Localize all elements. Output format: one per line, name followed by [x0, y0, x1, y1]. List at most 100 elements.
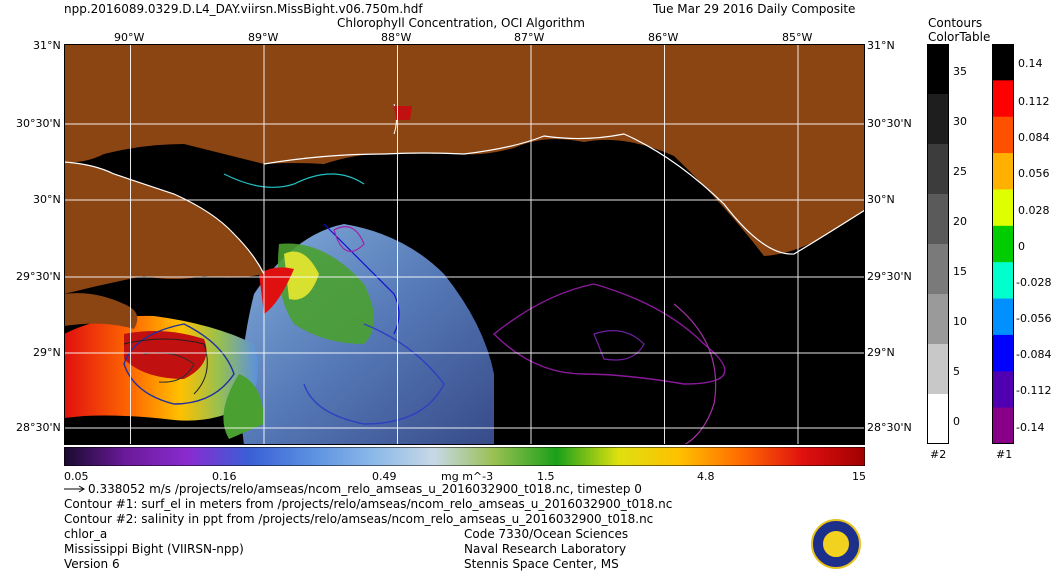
contours-colorbar-step-1 — [927, 94, 949, 145]
colortable-label-5: 0 — [1018, 240, 1025, 253]
contour-label-15: 15 — [953, 265, 967, 278]
contours-colorbar-step-0 — [927, 44, 949, 95]
contour-label-5: 5 — [953, 365, 960, 378]
lat-label-31n-right: 31°N — [867, 39, 895, 52]
nrl-logo-seal — [822, 530, 850, 558]
contour-black-1 — [123, 338, 208, 395]
colortable-label-9: -0.112 — [1016, 384, 1052, 397]
composite-date: Tue Mar 29 2016 Daily Composite — [653, 2, 856, 16]
lon-label-88w: 88°W — [381, 31, 412, 44]
contours-colorbar-frame — [927, 44, 949, 444]
colortable-header: ColorTable — [928, 30, 991, 44]
lat-label-30n-right: 30°N — [867, 193, 895, 206]
colortable-label-10: -0.14 — [1016, 421, 1045, 434]
chlorophyll-colorbar — [64, 447, 865, 466]
colortable-label-0: 0.14 — [1018, 57, 1043, 70]
colortable-label-2: 0.084 — [1018, 131, 1050, 144]
colortable-label-1: 0.112 — [1018, 95, 1050, 108]
contour-label-20: 20 — [953, 215, 967, 228]
colortable-label-3: 0.056 — [1018, 167, 1050, 180]
colorbar-tick-5: 15 — [852, 470, 866, 483]
lat-label-31n-left: 31°N — [33, 39, 61, 52]
colortable-label-8: -0.084 — [1016, 348, 1052, 361]
version-label: Version 6 — [64, 557, 120, 571]
lat-label-29n-left: 29°N — [33, 346, 61, 359]
colortable-step-6 — [992, 262, 1014, 300]
delta-south-green — [223, 374, 264, 439]
coastline-east — [263, 133, 865, 255]
contours-colorbar-step-7 — [927, 394, 949, 444]
contours-header: Contours — [928, 16, 983, 30]
lat-label-28-30n-right: 28°30'N — [867, 421, 912, 434]
contours-colorbar-step-2 — [927, 144, 949, 195]
colortable-label-4: 0.028 — [1018, 204, 1050, 217]
land-louisiana-south — [64, 293, 138, 329]
lon-label-87w: 87°W — [514, 31, 545, 44]
colortable-frame — [992, 44, 1014, 444]
lat-label-29-30n-left: 29°30'N — [16, 270, 61, 283]
lat-label-30n-left: 30°N — [33, 193, 61, 206]
chart-title: Chlorophyll Concentration, OCI Algorithm — [337, 16, 585, 30]
coastline-west — [64, 161, 265, 275]
lat-label-30-30n-right: 30°30'N — [867, 117, 912, 130]
colortable-step-0 — [992, 44, 1014, 81]
contours-colorbar-step-6 — [927, 344, 949, 395]
colortable-footer: #1 — [996, 448, 1013, 461]
colortable-1 — [992, 44, 1014, 444]
region-name: Mississippi Bight (VIIRSN-npp) — [64, 542, 244, 556]
contours-colorbar-step-3 — [927, 194, 949, 245]
colorbar-tick-1: 0.16 — [212, 470, 237, 483]
contour-purple-4 — [673, 303, 717, 445]
lat-label-28-30n-left: 28°30'N — [16, 421, 61, 434]
colortable-step-9 — [992, 371, 1014, 409]
lat-label-29-30n-right: 29°30'N — [867, 270, 912, 283]
lon-label-85w: 85°W — [782, 31, 813, 44]
contour-label-10: 10 — [953, 315, 967, 328]
vector-arrow-icon — [64, 485, 85, 493]
colortable-step-2 — [992, 116, 1014, 154]
colortable-step-7 — [992, 298, 1014, 336]
lon-label-86w: 86°W — [648, 31, 679, 44]
lat-label-30-30n-left: 30°30'N — [16, 117, 61, 130]
colorbar-tick-3: 1.5 — [537, 470, 555, 483]
colortable-label-6: -0.028 — [1016, 276, 1052, 289]
colorbar-tick-2: 0.49 — [372, 470, 397, 483]
contours-colorbar-step-5 — [927, 294, 949, 345]
contours-footer: #2 — [930, 448, 947, 461]
product-name: chlor_a — [64, 527, 108, 541]
vector-info: 0.338052 m/s /projects/relo/amseas/ncom_… — [88, 482, 642, 496]
contour-label-35: 35 — [953, 65, 967, 78]
colortable-step-5 — [992, 225, 1014, 263]
contour-label-30: 30 — [953, 115, 967, 128]
yellow-plume — [284, 251, 319, 300]
contours-colorbar-step-4 — [927, 244, 949, 295]
colorbar-tick-0: 0.05 — [64, 470, 89, 483]
colortable-step-1 — [992, 80, 1014, 118]
colortable-step-8 — [992, 334, 1014, 372]
colortable-step-4 — [992, 189, 1014, 227]
chlorophyll-map — [64, 44, 865, 445]
org-code: Code 7330/Ocean Sciences — [464, 527, 629, 541]
lon-label-90w: 90°W — [114, 31, 145, 44]
nrl-logo — [811, 519, 861, 569]
org-location: Stennis Space Center, MS — [464, 557, 619, 571]
mobile-bay-red — [394, 106, 412, 120]
colorbar-tick-4: 4.8 — [697, 470, 715, 483]
contour-label-0: 0 — [953, 415, 960, 428]
colorbar-units: mg m^-3 — [441, 470, 494, 483]
contour-blue-2 — [303, 323, 445, 425]
contour-purple-2 — [492, 283, 726, 385]
colortable-label-7: -0.056 — [1016, 312, 1052, 325]
file-name: npp.2016089.0329.D.L4_DAY.viirsn.MissBig… — [64, 2, 423, 16]
graticule — [64, 44, 865, 445]
contour-blue-3 — [323, 223, 400, 335]
contour-purple-3 — [593, 330, 645, 361]
lon-label-89w: 89°W — [248, 31, 279, 44]
contours-colorbar — [927, 44, 949, 444]
colortable-step-10 — [992, 407, 1014, 444]
contour1-info: Contour #1: surf_el in meters from /proj… — [64, 497, 673, 511]
contour-purple-1 — [333, 226, 365, 252]
lat-label-29n-right: 29°N — [867, 346, 895, 359]
map-frame — [64, 44, 865, 445]
contour2-info: Contour #2: salinity in ppt from /projec… — [64, 512, 654, 526]
